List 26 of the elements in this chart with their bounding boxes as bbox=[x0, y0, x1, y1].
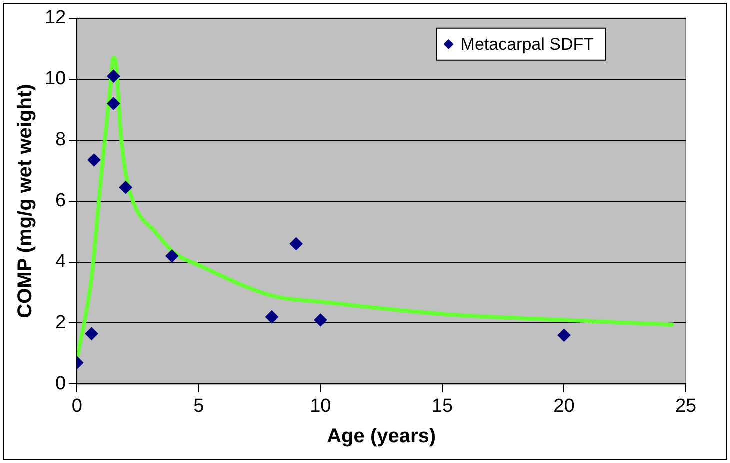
y-tick-label: 0 bbox=[56, 373, 66, 394]
y-axis-title: COMP (mg/g wet weight) bbox=[14, 84, 37, 318]
x-tick-label: 20 bbox=[554, 396, 575, 417]
point bbox=[85, 327, 98, 340]
point bbox=[107, 97, 120, 110]
x-tick-label: 15 bbox=[432, 396, 454, 417]
y-tick-label: 6 bbox=[56, 190, 66, 212]
x-tick-label: 25 bbox=[675, 396, 697, 417]
x-tick-label: 0 bbox=[72, 396, 82, 417]
x-axis-title: Age (years) bbox=[327, 426, 436, 448]
y-tick-label: 12 bbox=[44, 8, 66, 29]
y-tick-label: 4 bbox=[56, 252, 67, 272]
legend-label: Metacarpal SDFT bbox=[460, 35, 594, 54]
point bbox=[88, 154, 101, 167]
point bbox=[314, 314, 328, 327]
point bbox=[107, 70, 120, 83]
y-tick-label: 2 bbox=[56, 312, 66, 334]
x-tick-label: 10 bbox=[310, 396, 332, 417]
y-tick-label: 8 bbox=[56, 130, 66, 151]
point bbox=[290, 237, 303, 250]
y-tick-label: 10 bbox=[44, 68, 66, 90]
x-tick-label: 5 bbox=[194, 396, 204, 417]
point bbox=[558, 328, 571, 342]
point bbox=[119, 181, 132, 194]
point bbox=[166, 250, 179, 263]
point bbox=[265, 310, 278, 324]
